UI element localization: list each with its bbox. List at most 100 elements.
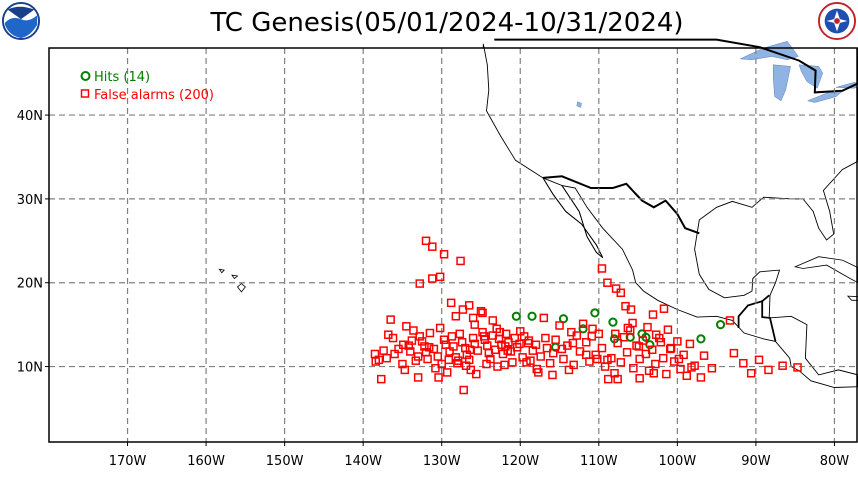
false-alarm-marker [682, 371, 692, 381]
hit-marker [527, 311, 537, 321]
central-america-border [761, 301, 777, 342]
mexico-guatemala-border [737, 294, 770, 328]
false-alarm-marker [435, 272, 445, 282]
false-alarm-marker [470, 320, 479, 329]
x-tick-label: 80W [820, 454, 850, 469]
false-alarm-marker [398, 340, 408, 350]
genesis-markers [370, 236, 802, 395]
false-alarm-marker [669, 357, 679, 366]
nws-logo [818, 2, 856, 40]
false-alarm-marker [400, 365, 410, 375]
false-alarm-marker [433, 352, 443, 361]
false-alarm-marker [425, 328, 435, 338]
false-alarm-marker [648, 310, 658, 319]
false-alarm-marker [444, 355, 454, 365]
false-alarm-marker [479, 332, 489, 341]
false-alarm-marker [371, 357, 380, 366]
false-alarm-marker [523, 338, 533, 348]
false-alarm-marker [568, 338, 578, 348]
false-alarm-marker [421, 236, 431, 246]
false-alarm-marker [549, 348, 558, 358]
false-alarm-marker [455, 329, 465, 339]
false-alarm-marker [542, 343, 552, 353]
false-alarm-marker [447, 332, 457, 341]
axis-ticks: 170W 160W 150W 140W 130W 120W 110W 100W 90W 80W 10… [17, 109, 850, 469]
false-alarm-marker [581, 350, 591, 360]
false-alarm-marker [663, 325, 673, 334]
lake-michigan [772, 64, 791, 102]
coastline-layer [218, 38, 858, 388]
false-alarm-marker [468, 333, 478, 343]
map-frame [48, 47, 858, 443]
x-tick-label: 130W [423, 454, 461, 469]
false-alarm-marker [643, 322, 652, 332]
false-alarm-marker [407, 336, 417, 345]
false-alarm-marker [656, 337, 666, 347]
false-alarm-marker [611, 329, 620, 339]
false-alarm-marker [603, 374, 613, 384]
false-alarm-marker [545, 358, 555, 368]
x-tick-label: 160W [187, 454, 225, 469]
false-alarm-marker [647, 345, 657, 355]
false-alarm-marker [439, 249, 449, 259]
false-alarm-marker [541, 333, 550, 343]
x-tick-label: 100W [659, 454, 697, 469]
false-alarm-marker [423, 354, 432, 364]
false-alarm-marker [619, 332, 629, 342]
x-tick-label: 170W [109, 454, 147, 469]
false-alarm-marker [623, 323, 633, 333]
false-alarm-marker [613, 338, 622, 348]
x-tick-label: 150W [266, 454, 304, 469]
x-tick-label: 140W [344, 454, 382, 469]
false-alarm-marker [587, 332, 596, 341]
cuba [793, 256, 858, 284]
y-tick-label: 20N [17, 277, 43, 292]
false-alarm-marker [687, 363, 696, 372]
false-alarm-marker [536, 352, 545, 361]
false-alarm-marker [382, 353, 391, 363]
false-alarm-marker [522, 358, 531, 367]
false-alarm-marker [626, 305, 636, 314]
false-alarm-marker [754, 355, 764, 365]
false-alarm-marker [510, 333, 520, 343]
false-alarm-marker [439, 335, 449, 344]
false-alarm-marker [658, 353, 668, 363]
false-alarm-marker [597, 343, 607, 353]
false-alarm-marker [673, 337, 682, 346]
hit-marker [578, 324, 588, 334]
false-alarm-marker [746, 369, 756, 378]
false-alarm-marker [453, 358, 462, 368]
hit-marker [511, 311, 521, 321]
us-mexico-border [542, 175, 700, 235]
false-alarm-marker [739, 358, 748, 368]
false-alarm-marker [634, 342, 644, 351]
false-alarm-marker [725, 316, 735, 325]
false-alarm-marker [409, 326, 418, 335]
false-alarm-marker [453, 356, 463, 365]
false-alarm-marker [616, 358, 626, 367]
false-alarm-marker [578, 319, 588, 329]
north-america-land [482, 43, 858, 388]
y-tick-label: 30N [17, 193, 43, 208]
false-alarm-marker [685, 339, 695, 349]
legend: Hits (14) False alarms (200) [80, 70, 214, 103]
false-alarm-marker [635, 354, 644, 364]
false-alarm-marker [666, 343, 676, 353]
false-alarm-marker [603, 355, 612, 365]
false-alarm-marker [459, 385, 468, 395]
false-alarm-marker [662, 369, 671, 379]
false-alarm-marker [488, 316, 498, 325]
false-alarm-marker [402, 322, 411, 331]
false-alarm-marker [707, 363, 717, 373]
false-alarm-marker [532, 364, 542, 374]
false-alarm-marker [420, 342, 429, 351]
false-alarm-marker [592, 354, 602, 364]
false-alarm-marker [539, 313, 549, 323]
false-alarm-marker [493, 362, 502, 371]
false-alarm-marker [666, 344, 675, 354]
hit-marker [645, 340, 655, 350]
hit-marker [696, 334, 706, 344]
false-alarm-marker [696, 373, 706, 382]
false-alarm-marker [413, 352, 423, 361]
false-alarm-marker [415, 279, 424, 288]
